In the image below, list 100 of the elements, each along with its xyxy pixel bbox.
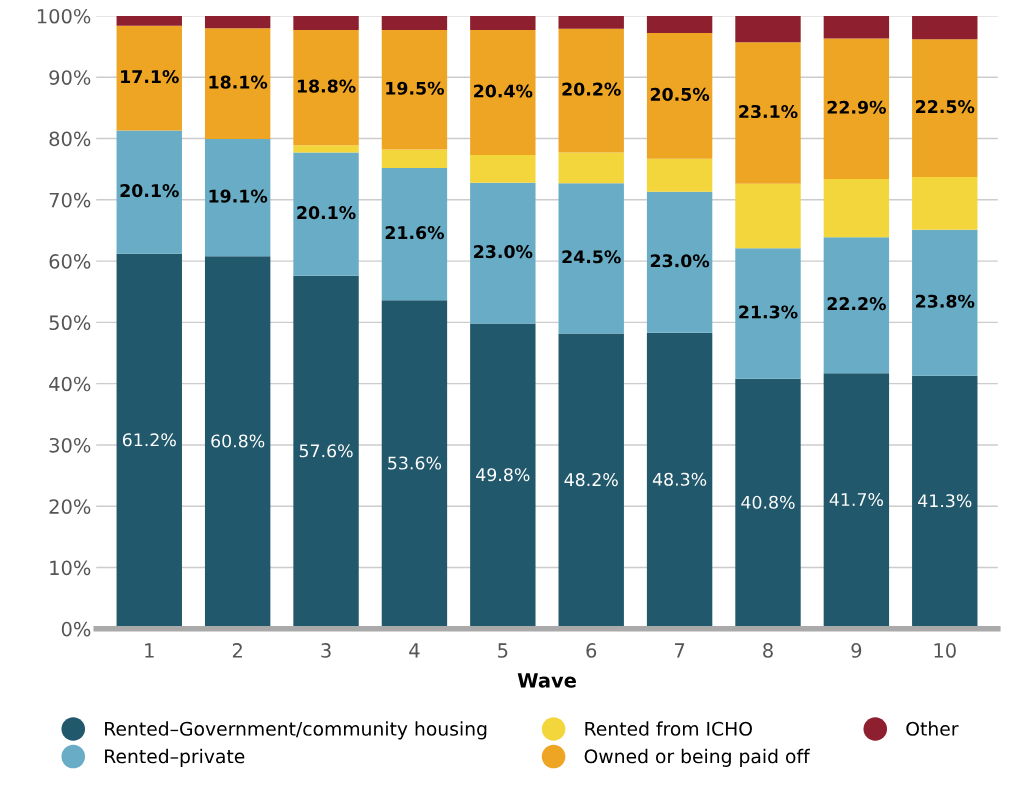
bar xyxy=(116,253,182,629)
bar xyxy=(116,130,182,254)
bar xyxy=(293,145,359,153)
legend-label: Rented–private xyxy=(105,748,245,767)
y-tick-label: 80% xyxy=(49,131,91,147)
bar xyxy=(116,15,182,26)
data-label: 19.5% xyxy=(386,81,444,95)
data-label: 21.6% xyxy=(385,226,444,240)
y-tick-label: 100% xyxy=(37,8,91,24)
legend-label: Rented–Government/community housing xyxy=(105,721,487,740)
bar xyxy=(470,323,536,629)
bar xyxy=(823,178,890,238)
y-tick-label: 60% xyxy=(49,254,91,269)
bar xyxy=(735,183,801,249)
y-tick-label: 30% xyxy=(49,437,91,453)
bar xyxy=(912,375,978,629)
data-label: 19.1% xyxy=(209,189,268,203)
bar xyxy=(558,183,624,334)
data-label: 17.1% xyxy=(121,70,179,84)
bar xyxy=(646,191,713,333)
bar xyxy=(558,15,624,29)
data-label: 20.1% xyxy=(120,184,179,198)
bar xyxy=(646,33,713,159)
y-tick-label: 10% xyxy=(50,560,91,576)
bar xyxy=(204,256,271,629)
data-label: 48.3% xyxy=(652,472,707,486)
x-axis-title: Wave xyxy=(517,673,576,688)
bar xyxy=(823,237,890,374)
legend-label: Rented from ICHO xyxy=(585,721,752,736)
bar xyxy=(912,15,978,40)
x-tick-label: 3 xyxy=(321,643,331,658)
bar xyxy=(116,25,182,131)
bar xyxy=(558,28,624,153)
bar xyxy=(470,30,536,156)
data-label: 18.8% xyxy=(297,79,356,93)
data-label: 23.8% xyxy=(916,294,975,308)
x-tick-label: 5 xyxy=(498,643,508,658)
x-tick-label: 9 xyxy=(851,643,862,658)
bar xyxy=(470,15,536,31)
x-tick-label: 10 xyxy=(934,643,956,658)
bar xyxy=(735,378,801,629)
data-label: 40.8% xyxy=(741,495,795,509)
bar xyxy=(646,15,713,34)
bar xyxy=(293,15,359,31)
bar xyxy=(912,177,978,230)
bar xyxy=(381,300,448,629)
data-label: 22.2% xyxy=(827,297,886,311)
legend-label: Other xyxy=(906,721,959,736)
bar xyxy=(204,139,271,257)
bar xyxy=(646,332,713,629)
y-tick-label: 40% xyxy=(49,376,91,392)
data-label: 60.8% xyxy=(211,434,265,448)
bar xyxy=(470,155,536,183)
data-label: 23.0% xyxy=(474,245,533,259)
data-label: 57.6% xyxy=(299,444,353,458)
data-label: 22.9% xyxy=(827,100,886,114)
bar xyxy=(204,15,271,29)
bar xyxy=(381,167,448,301)
data-label: 48.2% xyxy=(564,473,618,487)
x-tick-label: 6 xyxy=(586,643,597,658)
data-label: 49.8% xyxy=(476,468,530,482)
data-label: 41.7% xyxy=(829,492,883,507)
bar xyxy=(381,15,448,31)
bar xyxy=(735,15,801,43)
x-tick-label: 8 xyxy=(763,643,773,658)
bar xyxy=(735,42,801,184)
data-label: 23.1% xyxy=(739,104,798,119)
bar xyxy=(381,149,448,168)
x-tick-label: 7 xyxy=(675,643,685,658)
y-tick-label: 20% xyxy=(49,499,91,514)
bar xyxy=(823,15,890,39)
data-label: 20.1% xyxy=(297,206,356,220)
data-label: 41.3% xyxy=(918,494,972,508)
bar xyxy=(558,333,624,629)
y-tick-label: 50% xyxy=(49,315,91,331)
bar xyxy=(646,158,713,192)
bar xyxy=(293,275,359,629)
bar xyxy=(470,182,536,324)
bar xyxy=(381,30,448,150)
data-label: 22.5% xyxy=(916,100,975,114)
bar xyxy=(912,229,978,376)
data-label: 21.3% xyxy=(739,305,798,319)
y-tick-label: 0% xyxy=(61,621,91,637)
y-tick-label: 90% xyxy=(49,70,91,85)
data-label: 20.5% xyxy=(650,87,710,101)
y-tick-label: 70% xyxy=(49,192,91,208)
bar xyxy=(823,38,890,179)
data-label: 61.2% xyxy=(122,433,176,447)
data-label: 18.1% xyxy=(209,75,268,89)
data-label: 20.2% xyxy=(562,82,621,96)
bar xyxy=(912,39,978,178)
bar xyxy=(558,152,624,184)
bar xyxy=(204,28,271,140)
data-label: 24.5% xyxy=(562,250,621,264)
data-label: 23.0% xyxy=(650,254,710,268)
data-label: 20.4% xyxy=(474,84,533,98)
bar xyxy=(293,152,359,276)
legend-label: Owned or being paid off xyxy=(584,748,810,767)
data-label: 53.6% xyxy=(388,456,442,470)
x-tick-label: 1 xyxy=(145,643,154,658)
